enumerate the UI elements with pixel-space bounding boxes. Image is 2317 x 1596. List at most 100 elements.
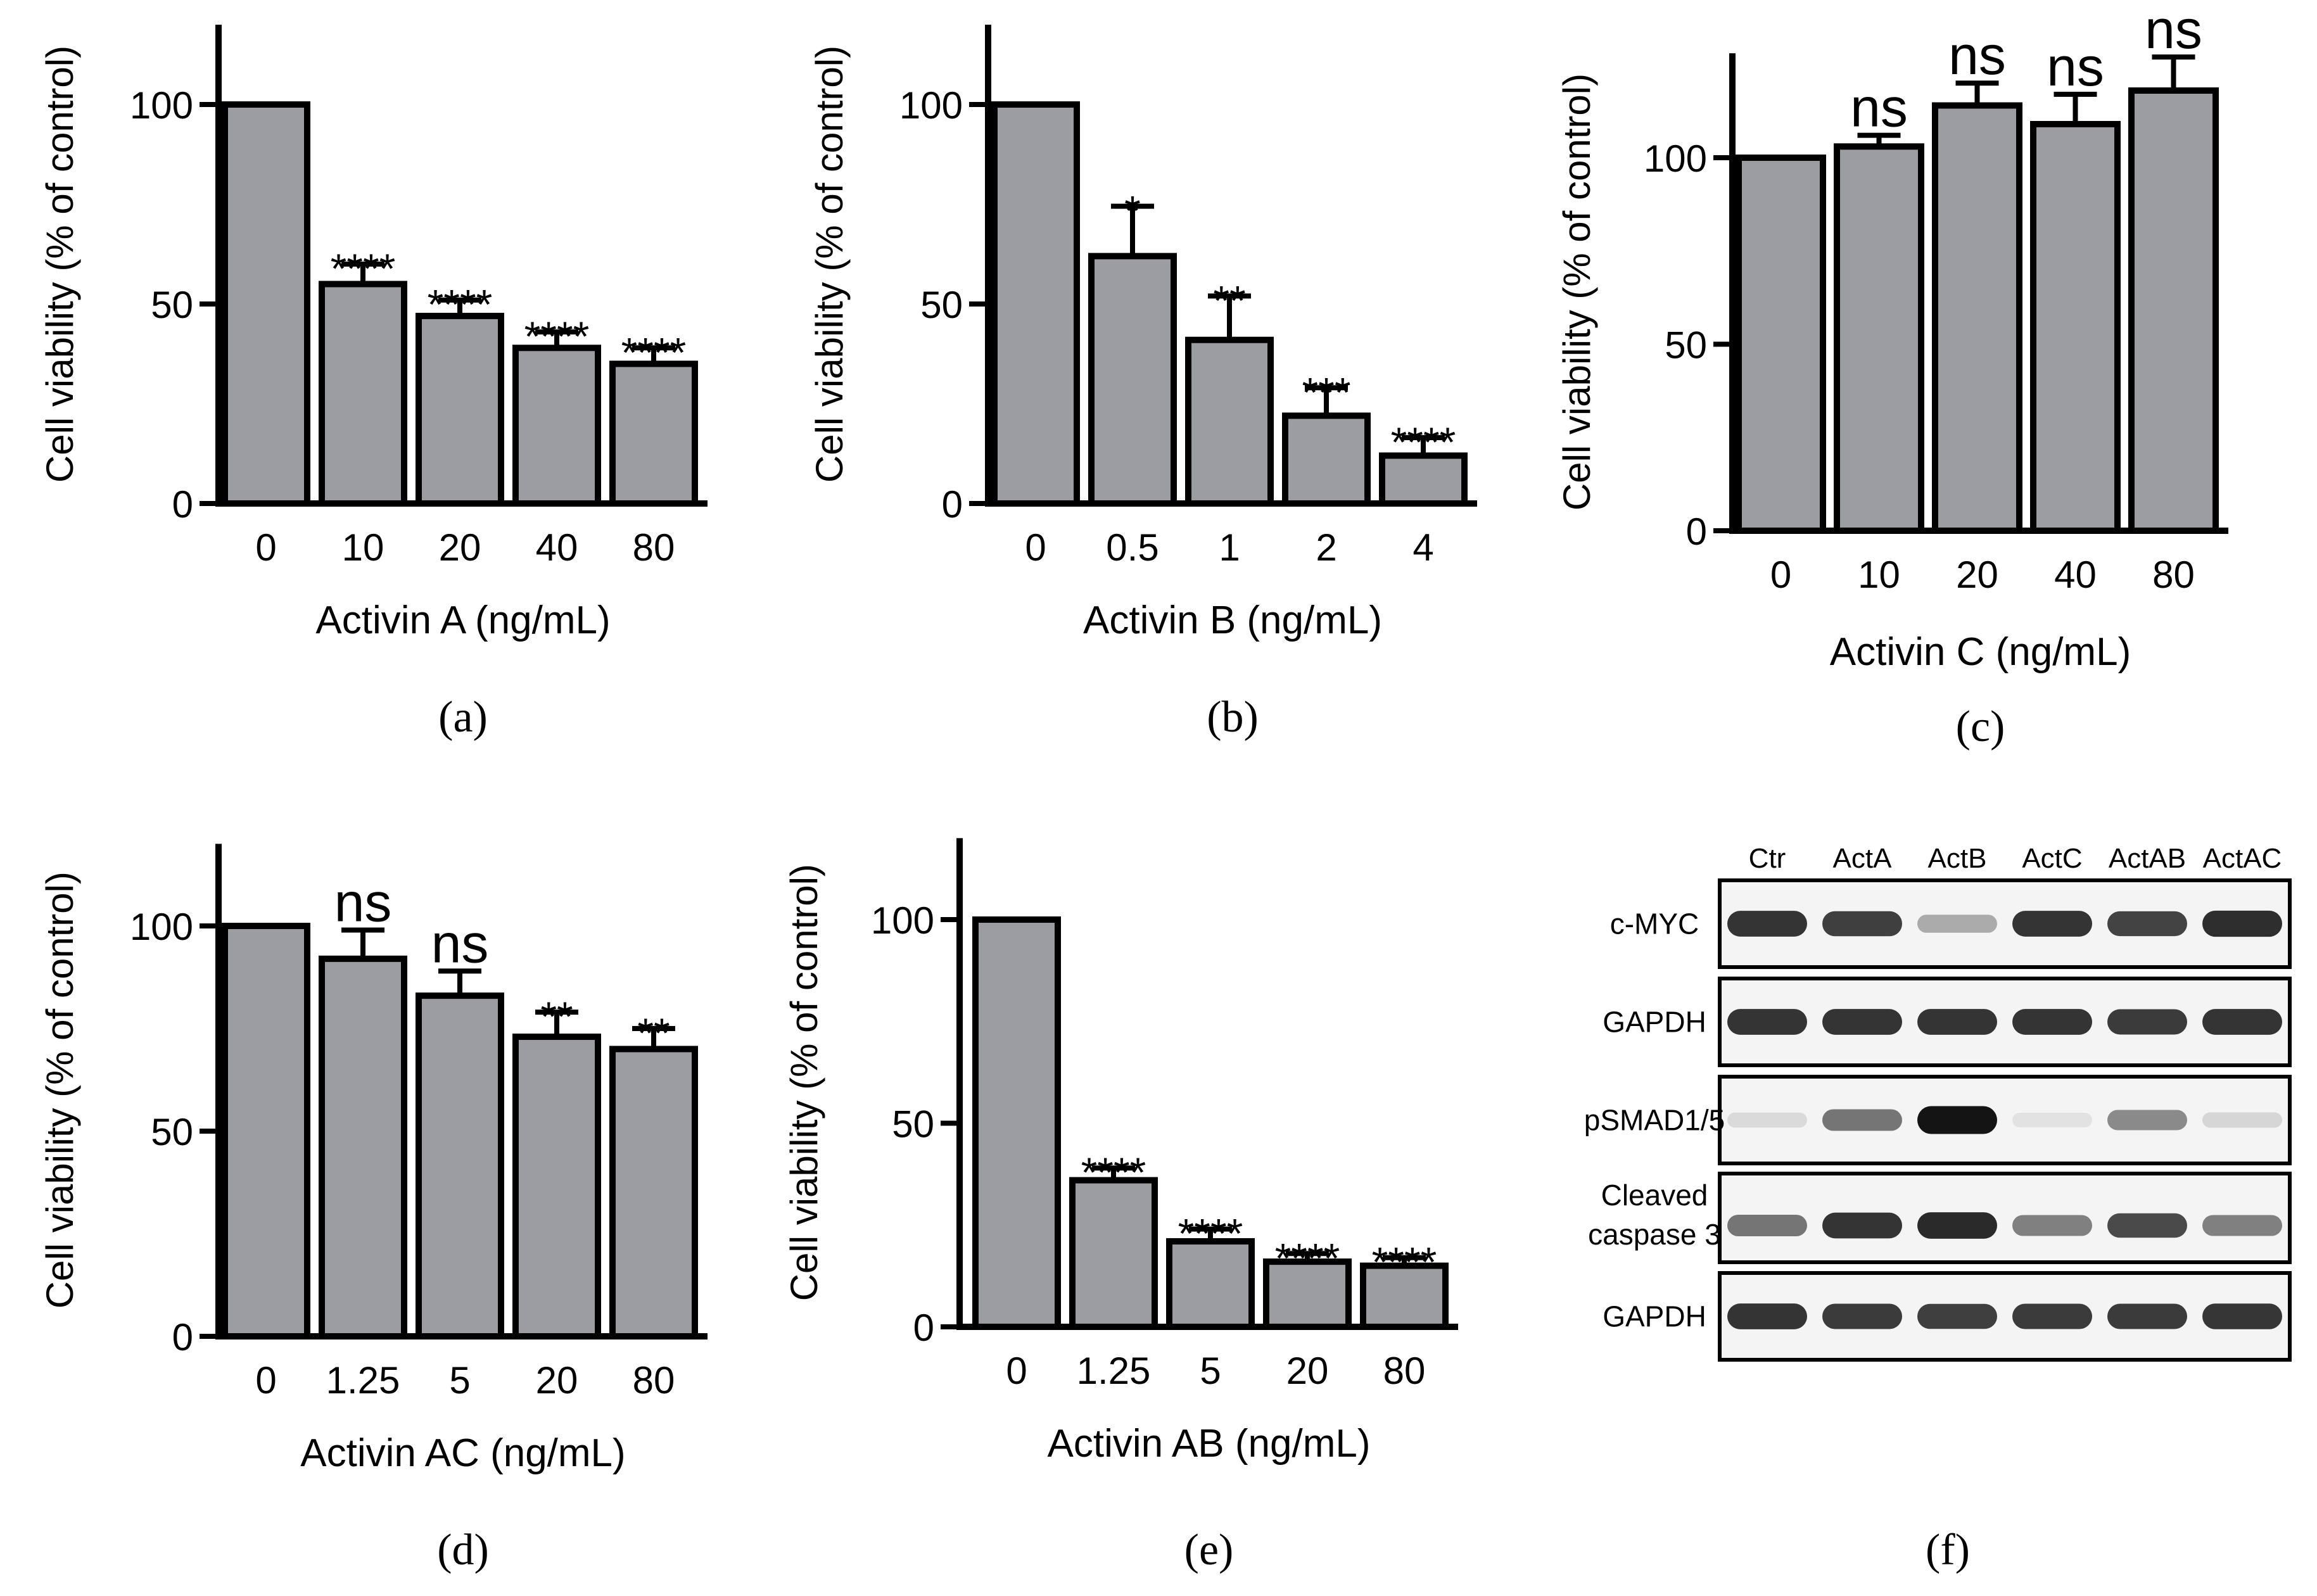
blot-band (2202, 1009, 2282, 1035)
bar (416, 992, 504, 1340)
blot-band (2107, 1009, 2187, 1035)
bar (1166, 1238, 1255, 1330)
x-tick-label: 1.25 (326, 1359, 400, 1402)
blot-band (1917, 1303, 1997, 1329)
y-axis-label: Cell viability (% of control) (783, 864, 825, 1301)
blot-row-frame (1718, 1271, 2292, 1362)
blot-band (2202, 1215, 2282, 1236)
blot-band (2107, 1303, 2187, 1329)
blot-band (1727, 1214, 1807, 1237)
bar (222, 923, 310, 1340)
panel-a-chart: 0 50 100 0 **** 10 **** 20 **** 40 **** 80 Activin A… (39, 25, 708, 742)
panel-b-chart: 0 50 100 0 * 0.5 ** 1 *** 2 **** 4 Activin B (ng/mL)… (808, 25, 1477, 742)
blot-band (2107, 1110, 2187, 1130)
lane-label: ActC (2022, 843, 2082, 874)
blot-row-frame (1718, 977, 2292, 1067)
y-tick-label: 0 (172, 483, 193, 526)
blot-band (2012, 1009, 2092, 1035)
bar (222, 101, 310, 507)
y-tick-label: 0 (1686, 510, 1707, 553)
bar (512, 345, 601, 507)
bar (1932, 102, 2022, 535)
x-tick-label: 20 (536, 1359, 578, 1402)
bar (319, 955, 407, 1340)
y-tick-label: 50 (1665, 324, 1707, 367)
x-tick-label: 2 (1316, 526, 1336, 569)
bar (1834, 143, 1924, 534)
significance-label: **** (1081, 1149, 1146, 1196)
x-tick-label: 1.25 (1077, 1350, 1151, 1392)
significance-label: **** (1275, 1234, 1340, 1281)
panel-label: (d) (437, 1526, 489, 1574)
bar (1282, 412, 1371, 507)
y-axis-label: Cell viability (% of control) (39, 46, 81, 483)
blot-row-frame (1718, 1172, 2292, 1264)
y-axis-label: Cell viability (% of control) (1556, 73, 1598, 510)
lane-label: ActAB (2109, 843, 2186, 874)
blot-band (1727, 911, 1807, 937)
panel-label: (a) (438, 693, 488, 742)
x-tick-label: 40 (2054, 554, 2097, 596)
x-tick-label: 20 (1286, 1350, 1329, 1392)
x-tick-label: 0 (255, 526, 276, 569)
blot-band (2012, 1113, 2092, 1127)
y-tick-label: 100 (1644, 137, 1707, 180)
x-axis-label: Activin AC (ng/mL) (300, 1431, 625, 1475)
significance-label: ** (540, 993, 573, 1040)
panel-label: (b) (1207, 693, 1259, 742)
y-tick-label: 100 (130, 906, 193, 948)
panel-label: (e) (1184, 1526, 1234, 1574)
x-tick-label: 0 (1025, 526, 1046, 569)
blot-band (1917, 1106, 1997, 1134)
y-tick-label: 0 (913, 1307, 934, 1349)
lane-label: ActB (1928, 843, 1987, 874)
significance-label: *** (1302, 369, 1350, 415)
blot-band (1727, 1303, 1807, 1329)
significance-label: ns (334, 872, 392, 933)
x-tick-label: 10 (342, 526, 384, 569)
y-axis-label: Cell viability (% of control) (39, 871, 81, 1308)
y-tick-label: 100 (871, 899, 934, 942)
significance-label: **** (1178, 1210, 1243, 1257)
panel-c-chart: 0 50 100 0 ns 10 ns 20 ns 40 ns 80 Activin C (ng/mL)… (1556, 0, 2228, 751)
bar (319, 281, 407, 507)
y-tick-label: 100 (899, 84, 963, 127)
x-tick-label: 20 (1956, 554, 1998, 596)
significance-label: **** (524, 313, 590, 360)
bar (972, 916, 1061, 1330)
bar (416, 312, 504, 507)
blot-band (1822, 1212, 1902, 1239)
x-axis-label: Activin A (ng/mL) (315, 598, 610, 642)
significance-label: ns (1850, 78, 1908, 139)
blot-band (1917, 915, 1997, 933)
blot-row-label: pSMAD1/5 (1584, 1104, 1725, 1137)
y-tick-label: 0 (172, 1316, 193, 1358)
blot-row-label: GAPDH (1603, 1006, 1706, 1039)
panel-e-chart: 0 50 100 0 **** 1.25 **** 5 **** 20 **** 80 Activin … (783, 838, 1458, 1574)
blot-band (2202, 1112, 2282, 1128)
y-tick-label: 50 (892, 1103, 934, 1146)
bar (1379, 452, 1468, 507)
y-tick-label: 100 (130, 84, 193, 127)
panel-label: (c) (1956, 702, 2005, 751)
significance-label: **** (1372, 1239, 1437, 1286)
lane-label: ActA (1833, 843, 1893, 874)
bar (991, 101, 1080, 507)
x-tick-label: 0 (255, 1359, 276, 1402)
blot-row-frame (1718, 878, 2292, 969)
x-axis-label: Activin C (ng/mL) (1830, 630, 2131, 674)
blot-band (1822, 1109, 1902, 1131)
x-tick-label: 1 (1219, 526, 1240, 569)
blot-band (2012, 1303, 2092, 1329)
y-tick-label: 50 (151, 1111, 193, 1153)
x-tick-label: 4 (1412, 526, 1433, 569)
blot-band (2012, 1215, 2092, 1236)
x-tick-label: 5 (1200, 1350, 1221, 1392)
lane-label: Ctr (1749, 843, 1786, 874)
blot-band (2107, 911, 2187, 937)
significance-label: ns (1948, 25, 2006, 86)
significance-label: **** (331, 245, 396, 292)
lane-label: ActAC (2203, 843, 2282, 874)
